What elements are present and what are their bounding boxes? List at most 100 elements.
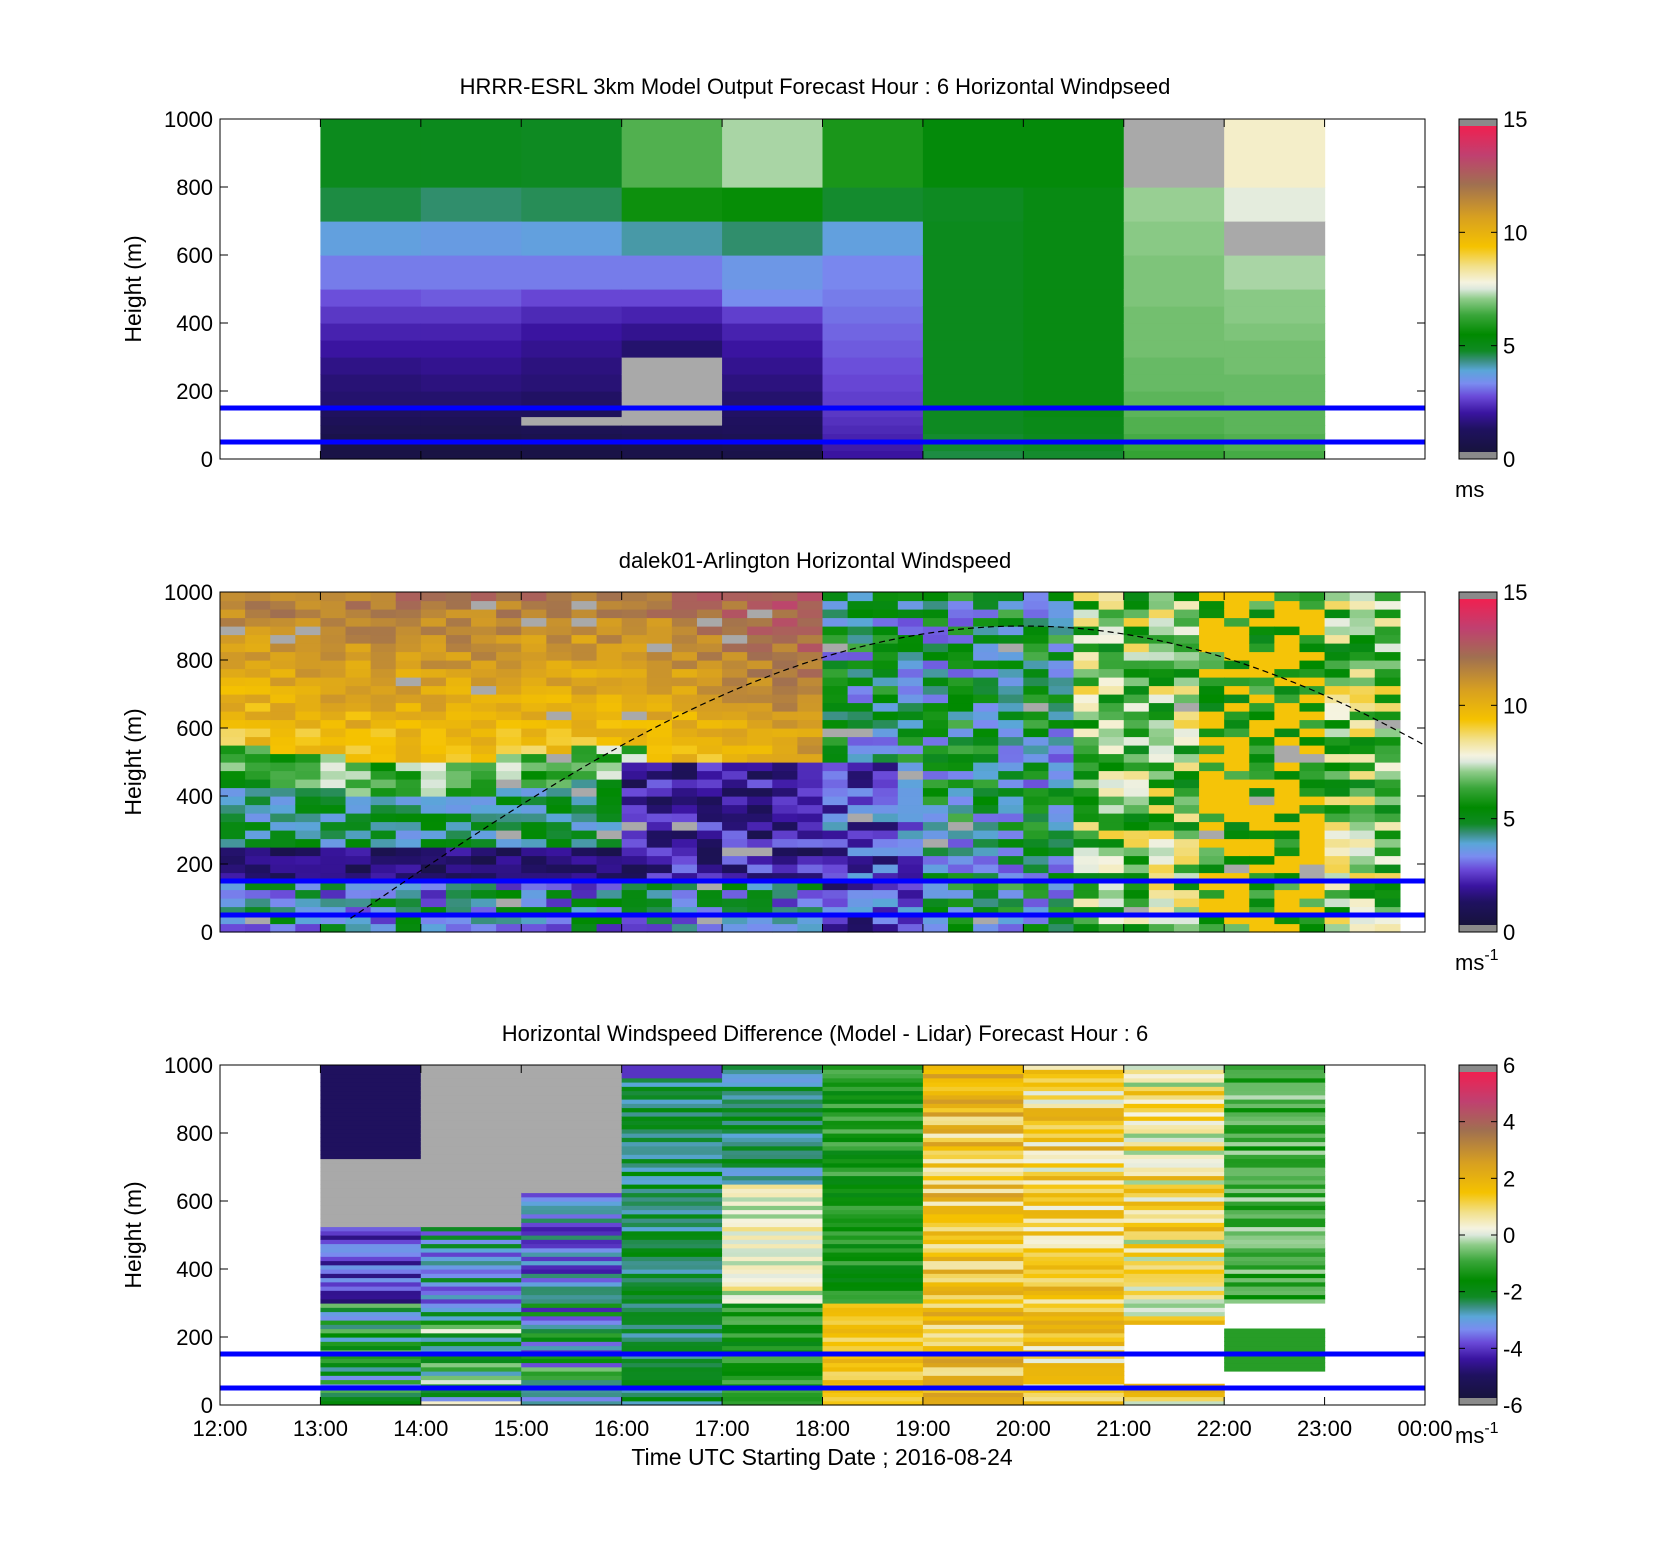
heatmap-cell xyxy=(1098,592,1125,602)
heatmap-cell xyxy=(496,864,522,874)
heatmap-cell xyxy=(1023,872,1050,882)
heatmap-cell xyxy=(1148,660,1175,670)
heatmap-cell xyxy=(1224,838,1250,848)
heatmap-cell xyxy=(973,651,999,661)
heatmap-cell xyxy=(922,1328,1024,1334)
heatmap-cell xyxy=(847,813,874,823)
heatmap-cell xyxy=(1123,1073,1225,1079)
heatmap-cell xyxy=(1148,668,1175,678)
heatmap-cell xyxy=(822,915,849,925)
heatmap-cell xyxy=(922,915,949,925)
heatmap-cell xyxy=(1048,787,1075,797)
heatmap-cell xyxy=(496,634,522,644)
heatmap-cell xyxy=(220,779,246,789)
heatmap-cell xyxy=(621,1128,723,1134)
heatmap-cell xyxy=(646,685,673,695)
heatmap-cell xyxy=(822,626,849,636)
heatmap-cell xyxy=(521,668,547,678)
heatmap-cell xyxy=(220,728,246,738)
heatmap-cell xyxy=(621,1154,723,1160)
heatmap-cell xyxy=(320,1281,422,1287)
heatmap-cell xyxy=(596,796,623,806)
heatmap-cell xyxy=(1073,643,1100,653)
heatmap-cell xyxy=(1224,1209,1326,1215)
heatmap-cell xyxy=(1123,1294,1225,1300)
heatmap-cell xyxy=(571,685,598,695)
heatmap-cell xyxy=(922,1235,1024,1240)
heatmap-cell xyxy=(320,1196,422,1202)
heatmap-cell xyxy=(1349,609,1376,619)
heatmap-cell xyxy=(1123,1124,1225,1130)
heatmap-cell xyxy=(420,728,447,738)
heatmap-cell xyxy=(496,626,522,636)
heatmap-cell xyxy=(1299,855,1326,865)
heatmap-cell xyxy=(722,1400,824,1406)
heatmap-cell xyxy=(521,1111,623,1117)
heatmap-cell xyxy=(1123,1086,1225,1092)
heatmap-cell xyxy=(747,872,773,882)
heatmap-cell xyxy=(671,796,698,806)
heatmap-cell xyxy=(772,651,798,661)
heatmap-cell xyxy=(420,1337,522,1342)
heatmap-cell xyxy=(420,1396,522,1402)
heatmap-cell xyxy=(1098,770,1125,780)
heatmap-cell xyxy=(797,830,824,840)
heatmap-cell xyxy=(948,881,974,891)
heatmap-cell xyxy=(621,1230,723,1236)
heatmap-cell xyxy=(1123,830,1150,840)
heatmap-cell xyxy=(847,864,874,874)
heatmap-cell xyxy=(797,762,824,772)
heatmap-cell xyxy=(621,187,723,222)
heatmap-cell xyxy=(621,1201,723,1206)
heatmap-cell xyxy=(772,677,798,687)
heatmap-cell xyxy=(646,745,673,755)
heatmap-cell xyxy=(1023,838,1050,848)
heatmap-cell xyxy=(1349,830,1376,840)
heatmap-cell xyxy=(822,374,924,392)
heatmap-cell xyxy=(245,906,271,916)
heatmap-cell xyxy=(1224,600,1250,610)
heatmap-cell xyxy=(998,694,1024,704)
heatmap-cell xyxy=(1148,736,1175,746)
heatmap-cell xyxy=(1023,1252,1125,1257)
heatmap-cell xyxy=(822,1099,924,1104)
heatmap-cell xyxy=(1224,694,1250,704)
heatmap-cell xyxy=(245,728,271,738)
heatmap-cell xyxy=(1299,889,1326,899)
heatmap-cell xyxy=(998,779,1024,789)
heatmap-cell xyxy=(998,719,1024,729)
heatmap-cell xyxy=(1123,600,1150,610)
heatmap-cell xyxy=(1123,1303,1225,1308)
heatmap-cell xyxy=(1224,408,1326,418)
heatmap-cell xyxy=(345,796,372,806)
heatmap-cell xyxy=(1274,753,1301,763)
heatmap-cell xyxy=(621,906,648,916)
heatmap-cell xyxy=(973,736,999,746)
heatmap-cell xyxy=(1098,821,1125,831)
heatmap-cell xyxy=(948,728,974,738)
heatmap-cell xyxy=(847,855,874,865)
heatmap-cell xyxy=(1023,1137,1125,1143)
heatmap-cell xyxy=(1224,617,1250,627)
heatmap-cell xyxy=(1199,864,1225,874)
heatmap-cell xyxy=(245,762,271,772)
heatmap-cell xyxy=(1249,847,1275,857)
heatmap-cell xyxy=(973,821,999,831)
heatmap-cell xyxy=(220,830,246,840)
y-tick-label: 600 xyxy=(176,243,213,268)
heatmap-cell xyxy=(521,796,547,806)
heatmap-cell xyxy=(420,1392,522,1398)
heatmap-cell xyxy=(948,600,974,610)
heatmap-cell xyxy=(1023,1337,1125,1342)
y-tick-label: 1000 xyxy=(164,580,213,605)
heatmap-cell xyxy=(1374,736,1401,746)
heatmap-cell xyxy=(822,762,849,772)
heatmap-cell xyxy=(822,1179,924,1185)
heatmap-cell xyxy=(1123,762,1150,772)
heatmap-cell xyxy=(546,881,573,891)
heatmap-cell xyxy=(797,668,824,678)
heatmap-cell xyxy=(546,694,573,704)
heatmap-cell xyxy=(973,779,999,789)
heatmap-cell xyxy=(897,847,924,857)
heatmap-cell xyxy=(320,1158,422,1164)
